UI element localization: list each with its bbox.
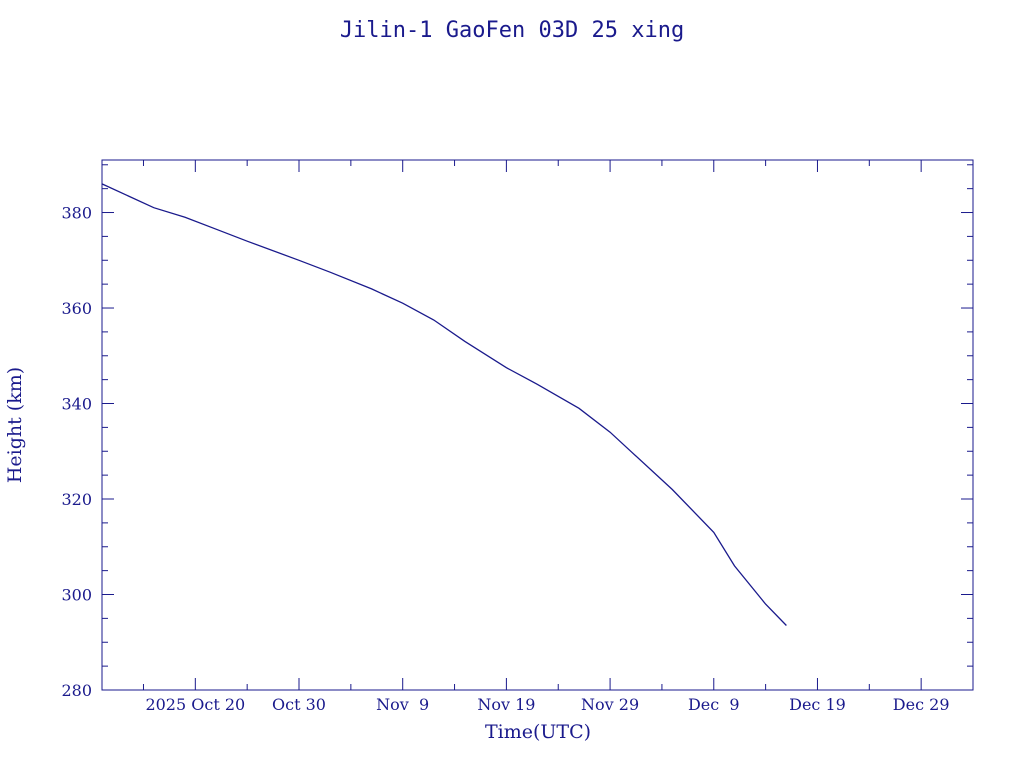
axis-ticks [102, 160, 974, 691]
y-tick-labels: 280 300 320 340 360 380 [61, 204, 92, 700]
x-tick-labels: 2025 Oct 20 Oct 30 Nov 9 Nov 19 Nov 29 Dec 9 D… [145, 695, 949, 714]
y-tick-label: 360 [61, 299, 92, 318]
plot-frame [101, 159, 974, 691]
height-series-line [101, 183, 787, 626]
x-tick-label: Dec 9 [688, 695, 740, 714]
x-tick-label: 2025 Oct 20 [145, 695, 245, 714]
x-axis-label: Time(UTC) [485, 721, 591, 743]
x-tick-label: Nov 29 [581, 695, 639, 714]
y-tick-label: 300 [61, 586, 92, 605]
y-axis-label: Height (km) [4, 367, 26, 483]
chart-title: Jilin-1 GaoFen 03D 25 xing [340, 18, 684, 43]
x-tick-label: Oct 30 [272, 695, 326, 714]
x-tick-label: Nov 19 [477, 695, 535, 714]
x-tick-label: Nov 9 [376, 695, 429, 714]
y-tick-label: 340 [61, 395, 92, 414]
x-tick-label: Dec 19 [789, 695, 846, 714]
y-tick-label: 320 [61, 490, 92, 509]
y-tick-label: 380 [61, 204, 92, 223]
y-tick-label: 280 [61, 681, 92, 700]
x-tick-label: Dec 29 [893, 695, 950, 714]
